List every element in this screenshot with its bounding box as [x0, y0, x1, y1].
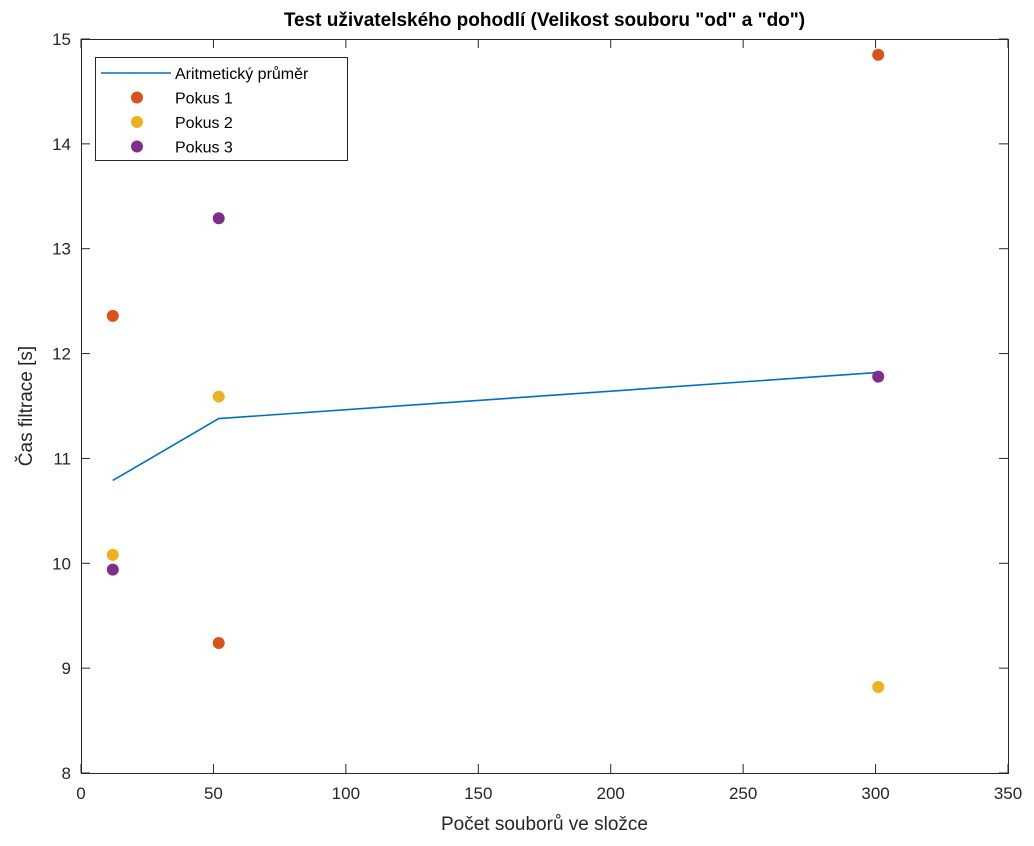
legend-entry-label: Pokus 2: [175, 115, 233, 132]
x-tick-label: 350: [994, 784, 1022, 803]
legend-entry-label: Pokus 1: [175, 91, 233, 108]
legend-marker-swatch: [131, 92, 143, 104]
chart-title: Test uživatelského pohodlí (Velikost sou…: [284, 10, 805, 31]
x-tick-label: 300: [861, 784, 889, 803]
y-tick-label: 12: [52, 345, 71, 364]
y-tick-label: 14: [52, 135, 71, 154]
legend: Aritmetický průměr Pokus 1 Pokus 2 Pokus 3: [96, 58, 348, 161]
point-pokus-2: [872, 681, 884, 693]
point-pokus-1: [107, 310, 119, 322]
x-tick-label: 200: [597, 784, 625, 803]
legend-entry-label: Aritmetický průměr: [175, 65, 309, 83]
x-axis-label: Počet souborů ve složce: [441, 814, 648, 835]
y-tick-label: 11: [53, 449, 71, 468]
legend-marker-swatch: [131, 116, 143, 128]
y-tick-label: 9: [62, 659, 71, 678]
x-tick-label: 50: [204, 784, 223, 803]
y-axis-label: Čas filtrace [s]: [15, 346, 37, 466]
point-pokus-2: [213, 391, 225, 403]
x-tick-label: 150: [464, 784, 492, 803]
point-pokus-1: [213, 637, 225, 649]
x-tick-label: 0: [76, 784, 85, 803]
legend-entry-label: Pokus 3: [175, 140, 233, 157]
y-tick-label: 13: [52, 240, 71, 259]
x-tick-label: 100: [332, 784, 360, 803]
y-tick-label: 15: [52, 30, 71, 49]
point-pokus-3: [872, 371, 884, 383]
point-pokus-3: [107, 564, 119, 576]
y-tick-label: 10: [52, 554, 71, 573]
y-tick-label: 8: [62, 764, 71, 783]
point-pokus-1: [872, 49, 884, 61]
point-pokus-2: [107, 549, 119, 561]
legend-marker-swatch: [131, 141, 143, 153]
x-tick-label: 250: [729, 784, 757, 803]
point-pokus-3: [213, 212, 225, 224]
